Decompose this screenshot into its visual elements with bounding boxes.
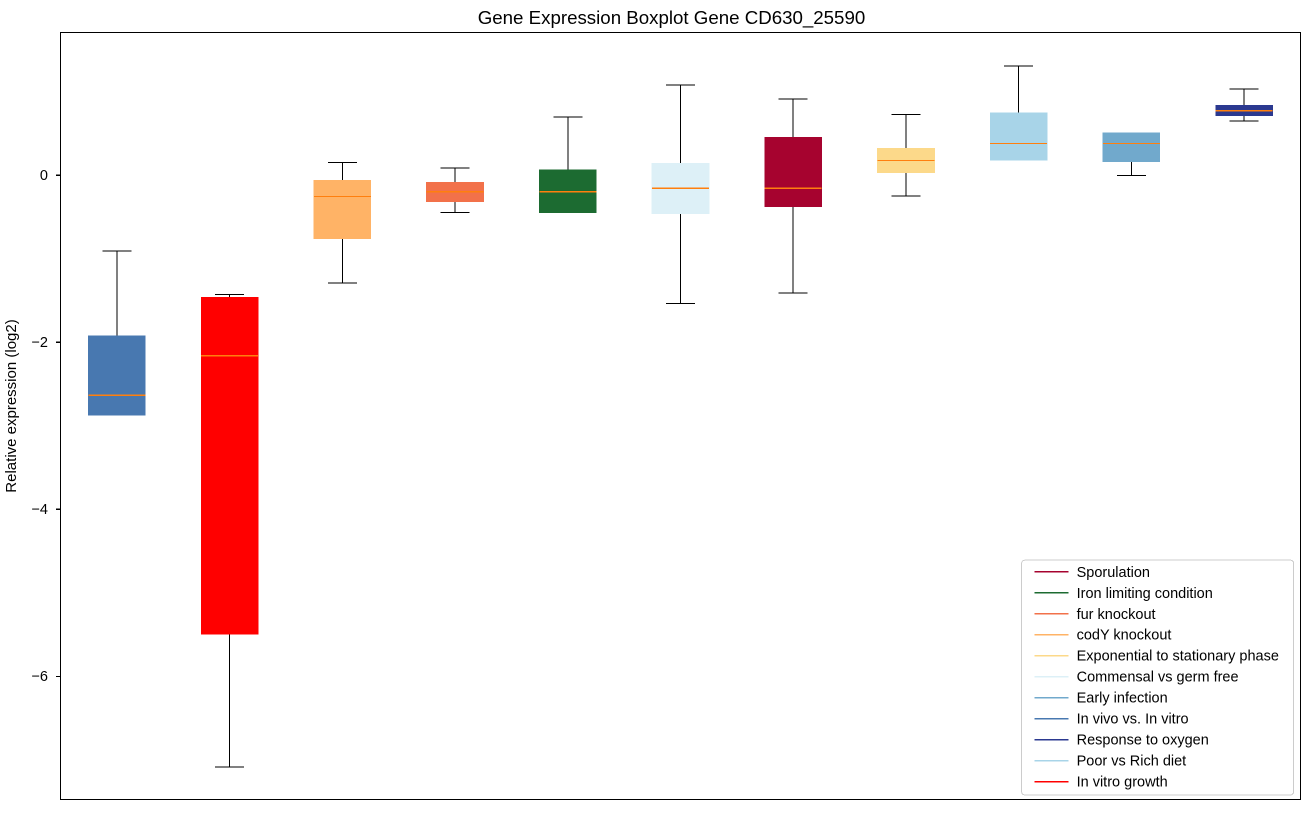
- svg-text:Poor vs Rich diet: Poor vs Rich diet: [1077, 754, 1187, 770]
- svg-text:codY knockout: codY knockout: [1077, 628, 1172, 644]
- svg-text:0: 0: [40, 168, 48, 184]
- svg-text:Commensal vs germ free: Commensal vs germ free: [1077, 670, 1239, 686]
- svg-text:−4: −4: [31, 502, 48, 518]
- svg-text:Exponential to stationary phas: Exponential to stationary phase: [1077, 649, 1279, 665]
- svg-text:Relative expression (log2): Relative expression (log2): [3, 319, 20, 492]
- svg-text:In vivo vs. In vitro: In vivo vs. In vitro: [1077, 712, 1189, 728]
- svg-text:In vitro growth: In vitro growth: [1077, 775, 1168, 791]
- svg-text:Early infection: Early infection: [1077, 691, 1168, 707]
- svg-text:−2: −2: [31, 335, 48, 351]
- svg-text:Response to oxygen: Response to oxygen: [1077, 733, 1209, 749]
- svg-text:Gene Expression Boxplot Gene C: Gene Expression Boxplot Gene CD630_25590: [478, 7, 866, 29]
- svg-text:fur knockout: fur knockout: [1077, 607, 1156, 623]
- svg-text:−6: −6: [31, 669, 48, 685]
- svg-text:Iron limiting condition: Iron limiting condition: [1077, 586, 1213, 602]
- svg-text:Sporulation: Sporulation: [1077, 565, 1150, 581]
